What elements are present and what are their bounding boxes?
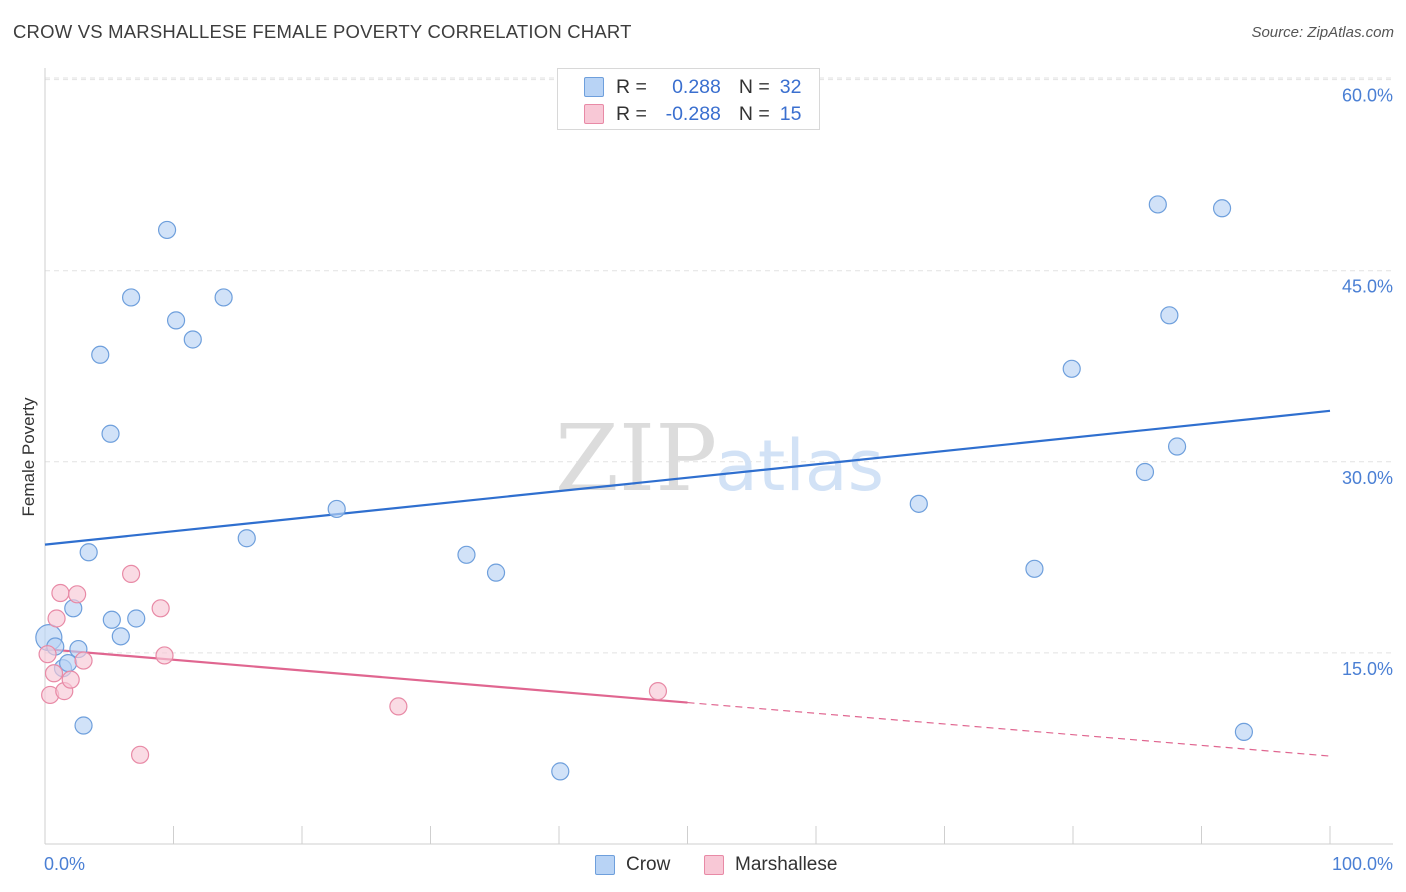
data-point-crow xyxy=(237,529,256,548)
data-point-marshallese xyxy=(74,651,93,670)
source-label: Source: ZipAtlas.com xyxy=(1251,24,1394,41)
legend-n-value-marshallese: 15 xyxy=(779,102,802,125)
y-tick-label: 15.0% xyxy=(1342,659,1393,679)
x-tick-label: 0.0% xyxy=(44,854,85,874)
trend-line-crow xyxy=(44,409,1331,546)
data-point-marshallese xyxy=(47,609,66,628)
legend-r-label: R = xyxy=(616,102,647,125)
data-point-crow xyxy=(91,345,110,364)
data-point-crow xyxy=(214,288,233,307)
data-point-crow xyxy=(909,494,928,513)
legend-r-value-marshallese: -0.288 xyxy=(665,102,721,125)
data-point-crow xyxy=(102,610,121,629)
stats-legend: R = 0.288 N = 32 R = -0.288 N = 15 xyxy=(557,68,820,130)
y-tick-label: 30.0% xyxy=(1342,468,1393,488)
data-point-crow xyxy=(1167,437,1187,456)
legend-r-value-crow: 0.288 xyxy=(672,75,721,98)
data-point-crow xyxy=(101,424,120,443)
data-point-crow xyxy=(1062,359,1081,378)
bottom-legend-marshallese[interactable]: Marshallese xyxy=(704,852,837,878)
watermark-zip: ZIP xyxy=(555,405,717,512)
data-point-crow xyxy=(1212,199,1232,218)
y-axis-label: Female Poverty xyxy=(19,397,38,517)
legend-row-marshallese: R = -0.288 N = 15 xyxy=(584,102,801,126)
data-point-marshallese xyxy=(68,585,87,604)
data-point-marshallese xyxy=(51,583,70,603)
legend-r-label: R = xyxy=(616,75,647,98)
bottom-legend-label-marshallese: Marshallese xyxy=(735,854,838,875)
data-point-crow xyxy=(59,653,78,673)
data-point-crow xyxy=(121,288,141,307)
data-point-crow xyxy=(127,609,146,628)
legend-swatch-marshallese xyxy=(584,104,604,124)
legend-n-label: N = xyxy=(738,102,770,125)
data-point-marshallese xyxy=(155,646,174,665)
data-point-marshallese xyxy=(389,697,408,716)
data-point-crow xyxy=(1025,559,1044,578)
data-points xyxy=(35,195,1254,781)
data-point-marshallese xyxy=(121,564,141,584)
data-point-marshallese xyxy=(44,664,64,683)
axes xyxy=(44,68,1393,845)
data-point-marshallese xyxy=(38,645,57,664)
data-point-marshallese xyxy=(648,682,668,701)
data-point-crow xyxy=(183,330,202,349)
bottom-legend-label-crow: Crow xyxy=(626,854,671,875)
legend-swatch-crow xyxy=(584,77,604,97)
data-point-crow xyxy=(111,627,130,646)
data-point-crow xyxy=(166,311,186,330)
data-point-crow xyxy=(486,563,506,582)
data-point-crow xyxy=(74,716,93,735)
data-point-marshallese xyxy=(130,745,150,764)
bottom-legend-swatch-crow xyxy=(595,855,615,875)
chart-title: CROW VS MARSHALLESE FEMALE POVERTY CORRE… xyxy=(13,21,632,42)
data-point-crow xyxy=(327,499,346,519)
bottom-legend-crow[interactable]: Crow xyxy=(595,852,670,878)
data-point-crow xyxy=(1160,306,1179,325)
data-point-marshallese xyxy=(61,670,80,689)
trend-line-marshallese xyxy=(44,647,688,704)
legend-n-value-crow: 32 xyxy=(779,75,802,98)
data-point-crow xyxy=(457,545,476,564)
data-point-crow xyxy=(1234,722,1254,741)
watermark: ZIP atlas xyxy=(555,405,884,512)
data-point-crow xyxy=(157,220,177,240)
data-point-crow xyxy=(551,762,570,781)
legend-n-label: N = xyxy=(738,75,770,98)
trend-lines xyxy=(44,409,1331,757)
data-point-crow xyxy=(1148,195,1167,214)
data-point-crow xyxy=(79,543,98,562)
y-tick-label: 60.0% xyxy=(1342,86,1393,106)
gridlines xyxy=(45,77,1393,654)
tick-labels: 15.0% 30.0% 45.0% 60.0% 0.0% 100.0% xyxy=(44,86,1393,874)
bottom-legend-swatch-marshallese xyxy=(704,855,724,875)
data-point-marshallese xyxy=(151,599,170,618)
trend-line-dashed-marshallese xyxy=(687,701,1331,757)
data-point-crow xyxy=(1135,462,1155,482)
legend-row-crow: R = 0.288 N = 32 xyxy=(584,75,801,99)
x-tick-label: 100.0% xyxy=(1332,854,1393,874)
y-tick-label: 45.0% xyxy=(1342,277,1393,297)
